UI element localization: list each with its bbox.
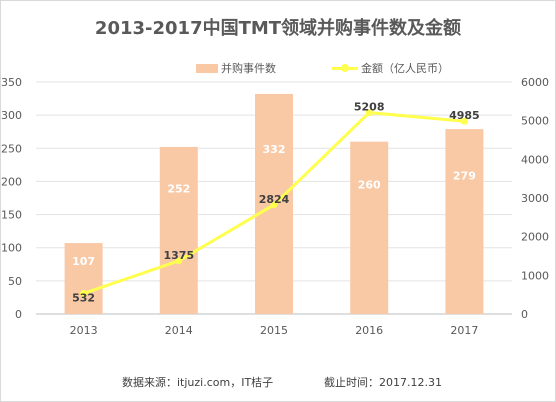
y-right-tick-label: 5000: [521, 115, 549, 128]
legend-item-line: 金额（亿人民币）: [332, 62, 449, 76]
y-right-tick-label: 3000: [521, 192, 549, 205]
y-right-tick-label: 1000: [521, 269, 549, 282]
footer-source: 数据来源：itjuzi.com，IT桔子: [122, 376, 274, 389]
bar: [350, 141, 389, 314]
y-left-tick-label: 300: [1, 109, 22, 122]
footer-cutoff-date: 截止时间：2017.12.31: [324, 376, 442, 389]
line-point: [80, 289, 88, 297]
y-left-tick-label: 350: [1, 76, 22, 89]
y-left-tick-label: 150: [1, 209, 22, 222]
y-left-tick-label: 50: [8, 275, 22, 288]
x-tick-label: 2014: [165, 324, 193, 337]
line-data-label: 532: [72, 291, 95, 304]
line-data-label: 5208: [354, 101, 385, 114]
legend-bar-swatch: [196, 64, 218, 73]
y-left-tick-label: 250: [1, 142, 22, 155]
line-point: [175, 257, 183, 265]
y-right-tick-label: 2000: [521, 231, 549, 244]
line-data-label: 1375: [163, 249, 194, 262]
y-left-tick-label: 0: [15, 308, 22, 321]
bar-data-label: 252: [167, 183, 190, 196]
chart-title: 2013-2017中国TMT领域并购事件数及金额: [94, 18, 462, 39]
y-right-tick-label: 6000: [521, 76, 549, 89]
line-data-label: 2824: [259, 193, 290, 206]
y-left-tick-label: 200: [1, 175, 22, 188]
line-point: [460, 117, 468, 125]
line-point: [365, 109, 373, 117]
legend-bar-label: 并购事件数: [221, 62, 276, 75]
bar: [64, 243, 103, 314]
y-right-tick-label: 0: [521, 308, 528, 321]
y-left-tick-label: 100: [1, 242, 22, 255]
y-right-tick-label: 4000: [521, 153, 549, 166]
bar-data-label: 279: [453, 169, 476, 182]
legend-line-label: 金额（亿人民币）: [361, 62, 449, 75]
legend-line-swatch: [332, 63, 358, 73]
bar-data-label: 107: [72, 255, 95, 268]
bar: [159, 146, 198, 314]
x-tick-label: 2013: [70, 324, 98, 337]
x-tick-label: 2015: [260, 324, 288, 337]
x-tick-label: 2017: [450, 324, 478, 337]
legend-item-bar: 并购事件数: [196, 62, 276, 76]
bar: [445, 129, 484, 314]
bar-data-label: 332: [263, 143, 286, 156]
bar-data-label: 260: [358, 179, 381, 192]
x-tick-label: 2016: [355, 324, 383, 337]
line-data-label: 4985: [449, 109, 480, 122]
legend: 并购事件数 金额（亿人民币）: [0, 62, 556, 78]
line-point: [270, 201, 278, 209]
